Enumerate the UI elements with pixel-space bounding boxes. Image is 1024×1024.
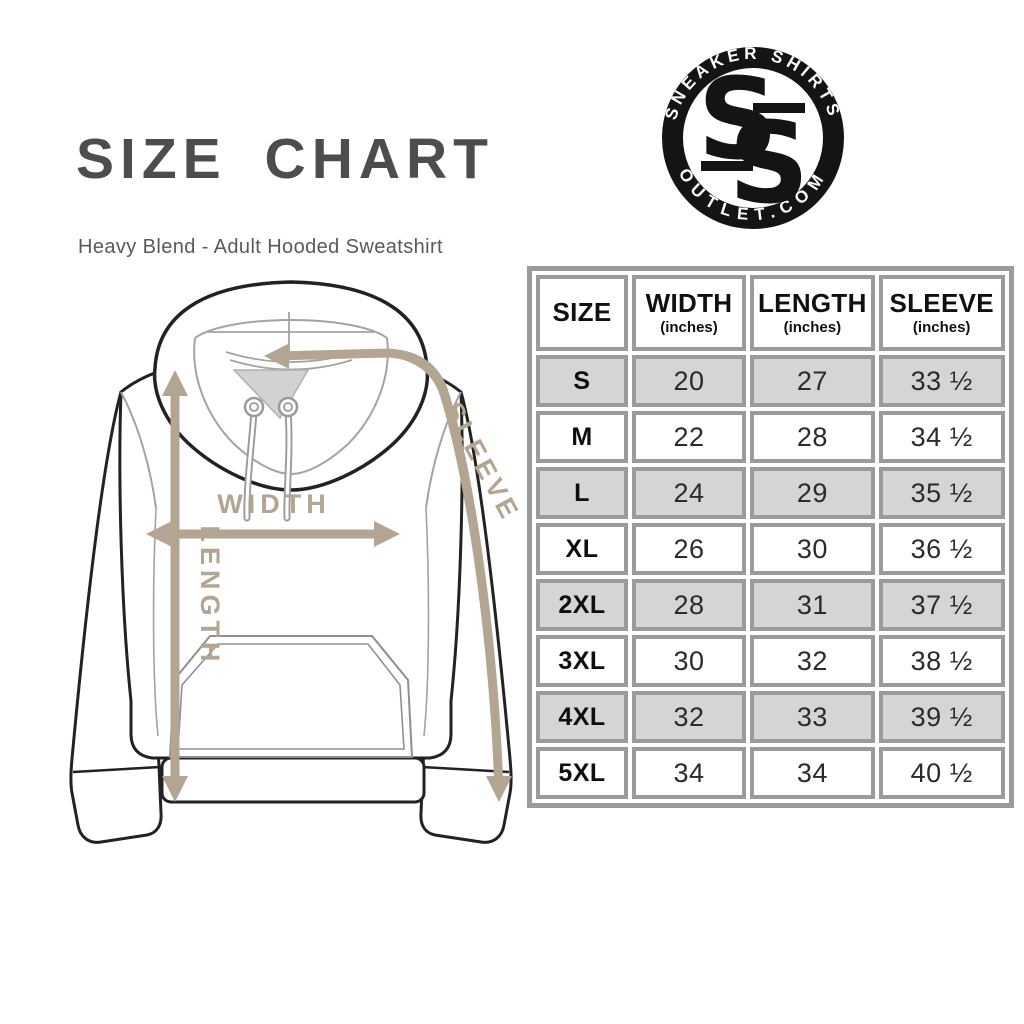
width-value-cell: 22 — [632, 411, 746, 463]
size-row-4xl: 4XL 32 33 39 ½ — [536, 691, 1005, 743]
width-value-cell: 30 — [632, 635, 746, 687]
hoodie-neck-triangle — [232, 369, 310, 420]
size-label-cell: L — [536, 467, 628, 519]
size-row-5xl: 5XL 34 34 40 ½ — [536, 747, 1005, 799]
length-value-cell: 32 — [750, 635, 875, 687]
length-value-cell: 28 — [750, 411, 875, 463]
sleeve-value-cell: 40 ½ — [878, 747, 1005, 799]
length-arrow — [162, 370, 188, 802]
size-row-2xl: 2XL 28 31 37 ½ — [536, 579, 1005, 631]
length-arrow-label: LENGTH — [195, 526, 225, 667]
length-value-cell: 34 — [750, 747, 875, 799]
hoodie-drawstrings — [243, 396, 299, 522]
size-row-l: L 24 29 35 ½ — [536, 467, 1005, 519]
sleeve-value-cell: 34 ½ — [878, 411, 1005, 463]
logo-ss-monogram-icon: S S — [698, 55, 810, 229]
size-label-cell: 5XL — [536, 747, 628, 799]
hoodie-waistband — [160, 756, 426, 804]
size-label-cell: 3XL — [536, 635, 628, 687]
size-row-s: S 20 27 33 ½ — [536, 355, 1005, 407]
hoodie-measurement-diagram: WIDTH LENGTH SLEEVE — [69, 280, 524, 844]
size-label-cell: 4XL — [536, 691, 628, 743]
length-value-cell: 31 — [750, 579, 875, 631]
sleeve-arrow — [264, 343, 512, 802]
width-value-cell: 26 — [632, 523, 746, 575]
width-value-cell: 20 — [632, 355, 746, 407]
width-arrow-label: WIDTH — [217, 489, 330, 519]
size-label-cell: M — [536, 411, 628, 463]
size-table: SIZE WIDTH (inches) LENGTH (inches) SLEEVE (in… — [527, 266, 1014, 808]
size-row-m: M 22 28 34 ½ — [536, 411, 1005, 463]
sleeve-value-cell: 36 ½ — [878, 523, 1005, 575]
size-row-xl: XL 26 30 36 ½ — [536, 523, 1005, 575]
hoodie-hood — [152, 280, 430, 522]
column-header-length: LENGTH (inches) — [750, 275, 875, 351]
length-value-cell: 30 — [750, 523, 875, 575]
length-value-cell: 33 — [750, 691, 875, 743]
sleeve-value-cell: 35 ½ — [878, 467, 1005, 519]
column-header-width: WIDTH (inches) — [632, 275, 746, 351]
page-subtitle: Heavy Blend - Adult Hooded Sweatshirt — [78, 236, 443, 258]
column-header-size: SIZE — [536, 275, 628, 351]
length-value-cell: 27 — [750, 355, 875, 407]
sleeve-value-cell: 37 ½ — [878, 579, 1005, 631]
column-header-sleeve: SLEEVE (inches) — [878, 275, 1005, 351]
width-value-cell: 32 — [632, 691, 746, 743]
size-label-cell: XL — [536, 523, 628, 575]
size-row-3xl: 3XL 30 32 38 ½ — [536, 635, 1005, 687]
sleeve-value-cell: 38 ½ — [878, 635, 1005, 687]
width-arrow — [146, 521, 400, 547]
size-label-cell: S — [536, 355, 628, 407]
brand-logo: SNEAKER SHIRTS OUTLET.COM S S — [661, 44, 844, 229]
sleeve-value-cell: 39 ½ — [878, 691, 1005, 743]
size-label-cell: 2XL — [536, 579, 628, 631]
size-table-header-row: SIZE WIDTH (inches) LENGTH (inches) SLEEVE (in… — [536, 275, 1005, 351]
width-value-cell: 28 — [632, 579, 746, 631]
page-title: SIZE CHART — [76, 127, 494, 191]
sleeve-value-cell: 33 ½ — [878, 355, 1005, 407]
length-value-cell: 29 — [750, 467, 875, 519]
width-value-cell: 34 — [632, 747, 746, 799]
width-value-cell: 24 — [632, 467, 746, 519]
